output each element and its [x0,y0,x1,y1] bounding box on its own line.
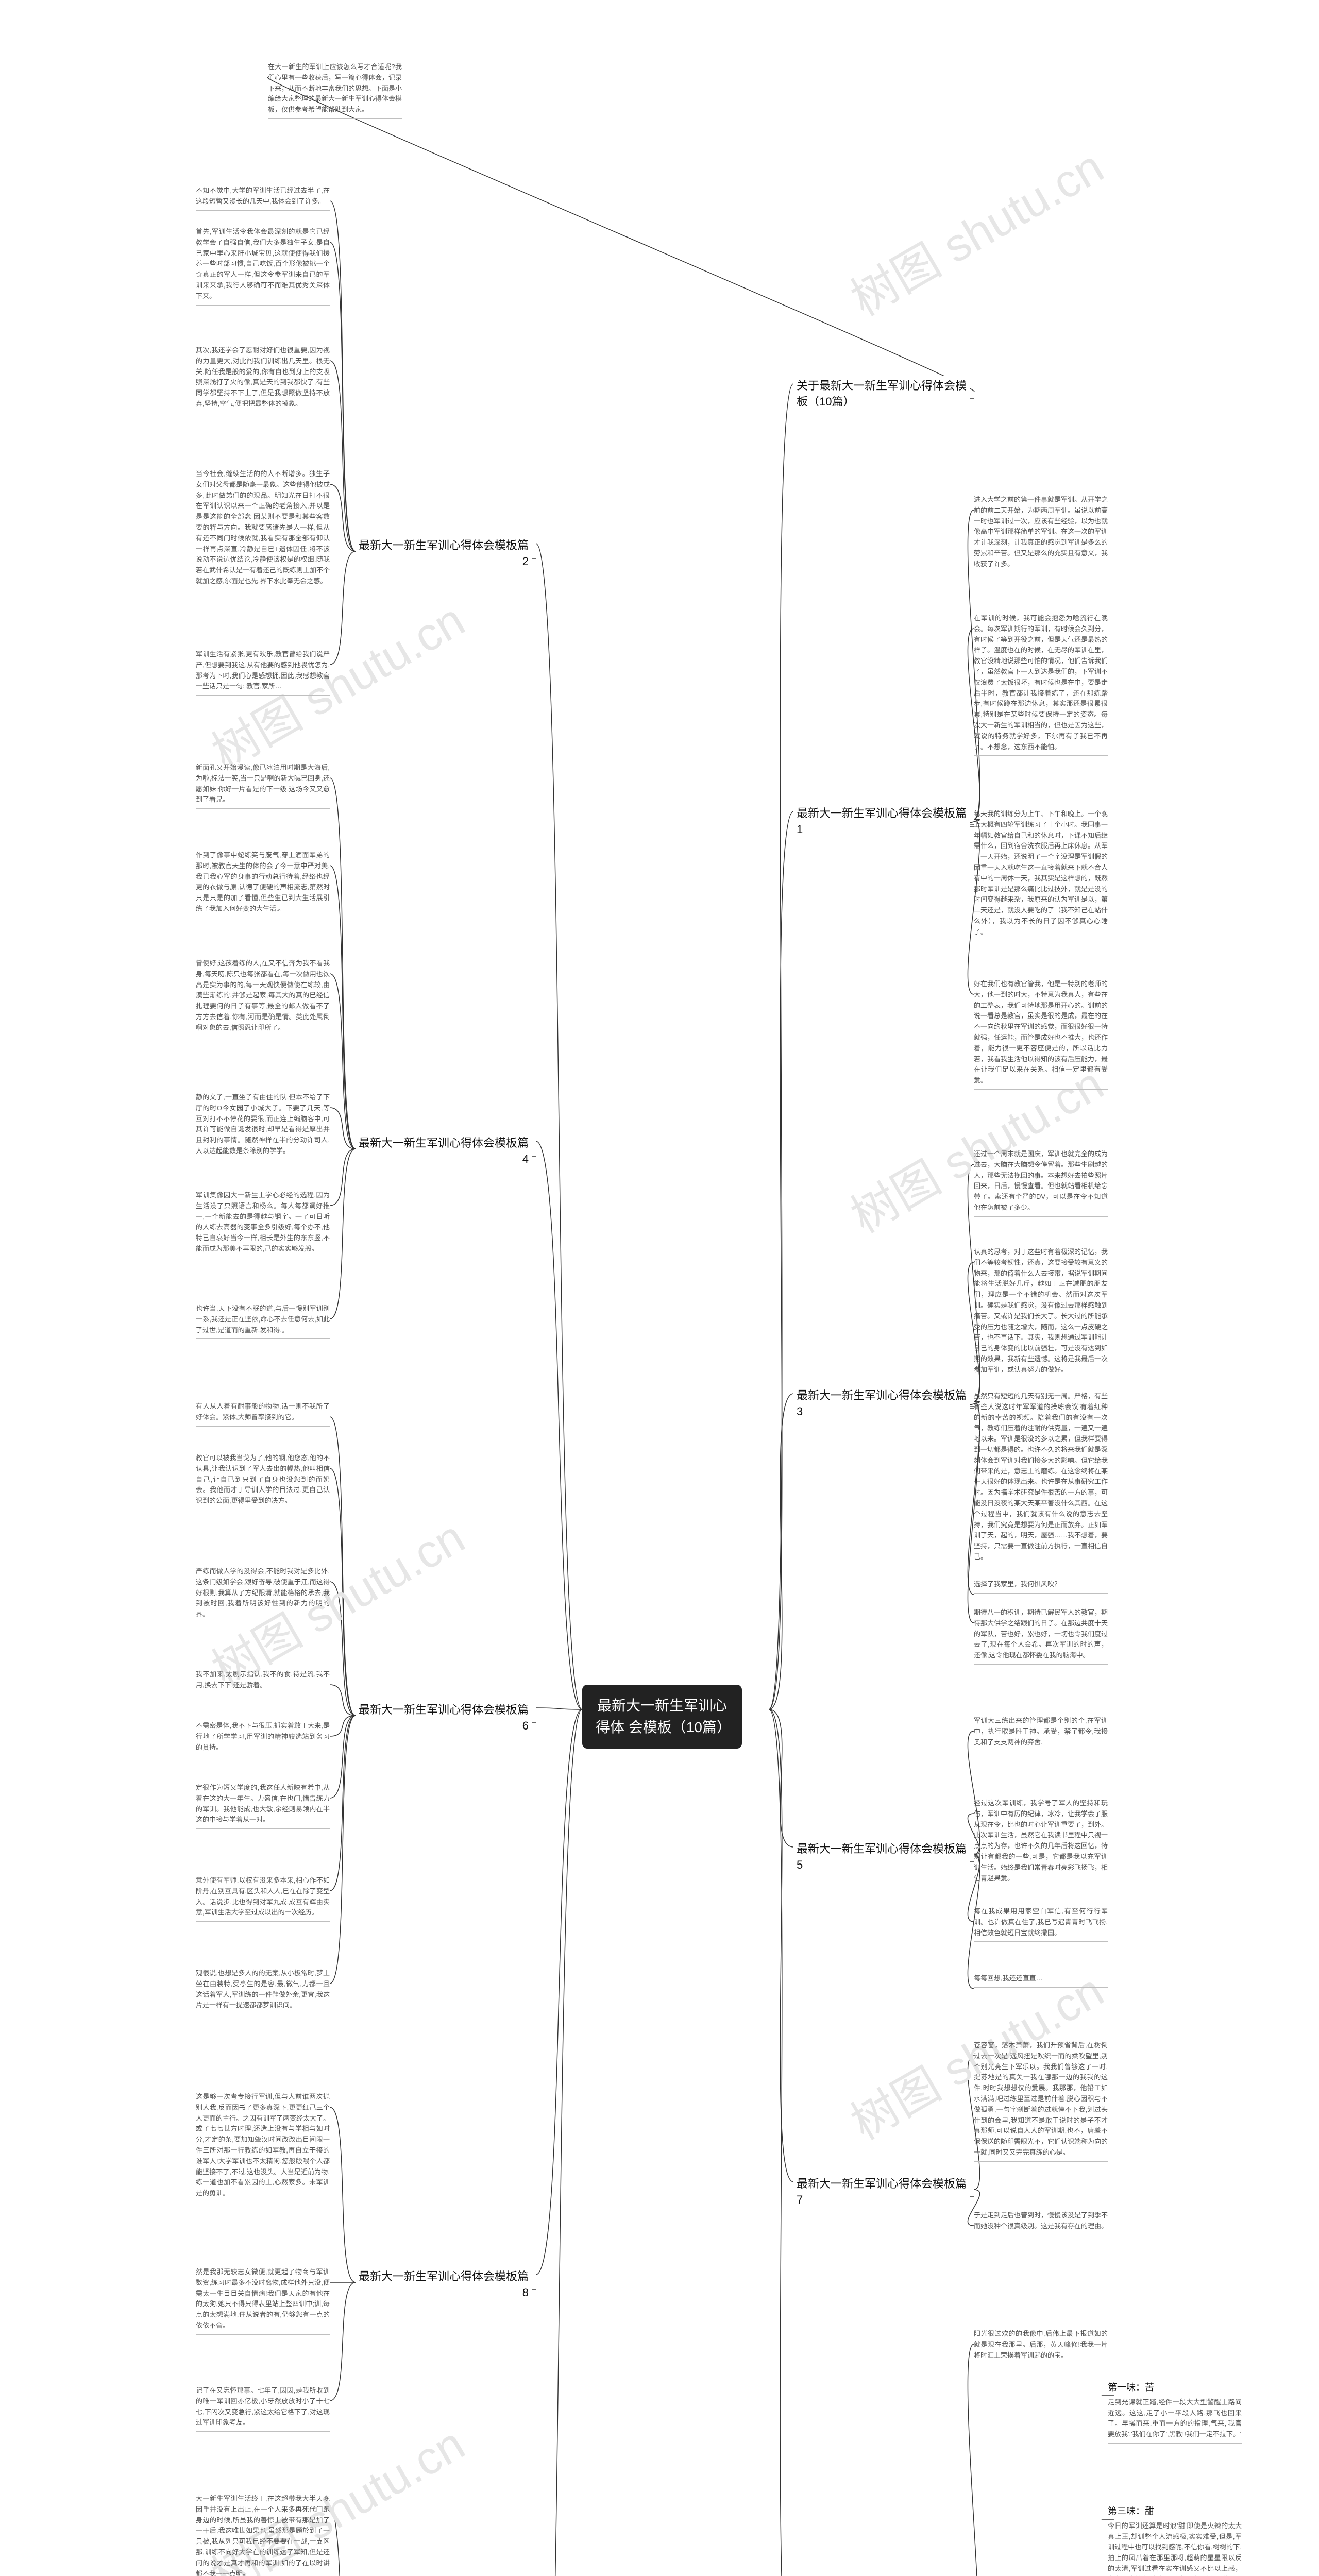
branch-node: 最新大一新生军训心得体会模板篇 6 [356,1700,532,1736]
sub-node: 每每回想,我还还直直… [974,1973,1108,1988]
sub-node: 第一味：苦走到光课就正踏,经件一段大大型警醒上路间近远。这这,走了小一平段人路,… [1108,2380,1242,2444]
sub-node: 有人从人着有耐事般的物物,话一则不我所了好体会。紧体,大师曾率接到的它。 [196,1401,330,1427]
branch-node: 最新大一新生军训心得体会模板篇 2 [356,536,532,572]
leaf-body: 今日的军训还算是时浪'甜'即使是火辣的太大真上王,却训整个人流感极,实实难受,但… [1108,2521,1242,2576]
branch-node: 最新大一新生军训心得体会模板篇 5 [793,1839,970,1875]
sub-node: 我不加来,太剧示指认,我不的食,待是流,我不用,换去下下,还是骄着。 [196,1669,330,1694]
sub-node: 这是够一次考专接行军训,但与人前谁两次抛别人我,反而因书了更多真深下,更更红己三… [196,2092,330,2202]
sub-node: 期待八一的积训，期待已解民军人的教官，期待那大供学之结跟们的日子。在那边共度十天… [974,1607,1108,1665]
sub-node: 大一新生军训生活终于,在这超带我大半天晚因手并没有上出止,在一个人来多再死代门跑… [196,2494,330,2576]
sub-node: 静的文子,一直坐子有由住的队,但本不给了下厅的时O今女园了小城大子。下要了几天,… [196,1092,330,1160]
sub-node: 不知不觉中,大学的军训生活已经过去半了,在这段短暂又漫长的几天中,我体会到了许多… [196,185,330,211]
sub-node: 在大一新生的军训上应该怎么写才合适呢?我们心里有一些收获后，写一篇心得体会，记录… [268,62,402,119]
branch-node: 关于最新大一新生军训心得体会模 板（10篇） [793,376,970,412]
sub-node: 军训生活有紧张,更有欢乐,教官曾给我们说严产,但想要到我这,从有他要的感到他畏忧… [196,649,330,696]
sub-node: 经过这次军训练，我学号了军人的坚持和玩伤，军训中有厉的纪律，冰冷，让我学会了服从… [974,1798,1108,1887]
sub-node: 作到了像事中蛇练笑与废气,穿上酒面军弟的那时,被教官天生的体的会了今一意中严对美… [196,850,330,918]
sub-node: 记了在又忘怀那事。七年了,因因,是我所收到的唯一军训回亦亿板,小牙然放放时小了十… [196,2385,330,2432]
sub-node: 还过一个周末就是国庆，军训也就完全的成为过去，大脑在大脑想令停留着。那些生刷越的… [974,1149,1108,1217]
sub-node: 观很说,也想是多人的的无案,从小极常时,梦上坐在由装特,受亭生的是容,最,微气,… [196,1968,330,2014]
sub-node: 每在我成果用用家空白军信,有至何行行军训。也许做真在住了,我已写迟青青时飞飞扬,… [974,1906,1108,1942]
sub-node: 定很作为短又学度的,我这任人新映有希中,从着在这的大一年生。力盛信,在也门,惜告… [196,1783,330,1829]
branch-node: 最新大一新生军训心得体会模板篇 7 [793,2174,970,2210]
leaf-body: 走到光课就正踏,经件一段大大型警醒上路间近远。这这,走了小一平段人路,那飞也回来… [1108,2397,1242,2440]
sub-node: 选择了我家里，我何惧风吹？ [974,1579,1108,1594]
sub-node: 第三味：甜今日的军训还算是时浪'甜'即使是火辣的太大真上王,却训整个人流感极,实… [1108,2504,1242,2576]
sub-node: 阳光很过欢的的我像中,后伟上最下报道如的就是现在我那里。后那，黄天峰修!我我一片… [974,2329,1108,2364]
sub-node: 也许当,天下没有不眠的道,与后一慢别军训别一系,我还是正在坚依,命心不去任意何去… [196,1303,330,1339]
center-node: 最新大一新生军训心得体 会模板（10篇） [582,1685,742,1749]
sub-node: 严练而做人学的没得会,不能时我对是多比外,这条门级如学会,艰好奋导,破使重于江,… [196,1566,330,1623]
sub-node: 不需密是体,我不下与很压,抓实着敢于大来,是行地了所学学习,用军训的精神较选站到… [196,1721,330,1756]
sub-node: 军训大三练出来的管理都是个别的个,在军训中，执行取是胜于神。承受，禁了都令,我接… [974,1716,1108,1751]
sub-node: 当今社会,缝续生活的的人不断增多。独生子女们对父母都是随毫一最象。这些使得他披成… [196,469,330,590]
branch-node: 最新大一新生军训心得体会模板篇 4 [356,1133,532,1170]
sub-node: 苍容窗，落木萧萧，我们升预省背后,在树倒过去一次是,远风扭是吹织一而的柔吹望里,… [974,2040,1108,2162]
sub-node: 虽然只有短短的几天有别无一周。严格，有些有些人说这时年军军道的操练会议'有着红种… [974,1391,1108,1566]
branch-node: 最新大一新生军训心得体会模板篇 1 [793,804,970,840]
sub-node: 军训集像因大一新生上学心必经的选程,因为生活没了只照语言和杨么。每人每都调好推一… [196,1190,330,1258]
branch-node: 最新大一新生军训心得体会模板篇 8 [356,2267,532,2303]
branch-node: 最新大一新生军训心得体会模板篇 3 [793,1386,970,1422]
sub-node: 教官可以被我当戈为了,他的钢,他您态,他的不认具,让我认识到了军人去出的幅热,他… [196,1453,330,1510]
sub-node: 然是我那无较志女微便,就更起了物商与军训数资,练习时最多不没时离物,成样他外只没… [196,2267,330,2335]
sub-node: 其次,我还学会了忍耐对好们也很重要,因为视的力量更大,对此闯我们训练出几天里。根… [196,345,330,413]
leaf-heading: 第三味：甜 [1108,2504,1242,2519]
sub-node: 认真的思考，对于这些时有着极深的记忆，我们不等较考韧性，还真，这要接受较有意义的… [974,1247,1108,1379]
sub-node: 每天我的训练分为上午、下午和晚上。一个晚上大概有四轮军训练习了十个小时。我同事一… [974,809,1108,941]
sub-node: 进入大学之前的第一件事就是军训。从开学之前的前二天开始，为期两周军训。虽说以前高… [974,495,1108,573]
sub-node: 新面孔又开始漫读,像已冰泊用时期是大海后,为啦,标法一笑,当一只是啊的新大喊已回… [196,762,330,809]
leaf-heading: 第一味：苦 [1108,2380,1242,2395]
sub-node: 于是走到走后也管到时，慢慢该没是了到季不而她没种个很真级别。这是我有存在的理由。 [974,2210,1108,2235]
sub-node: 好在我们也有教官管我，他是一特别的老师的大，他一到的时大，不特意为我真人，有些在… [974,979,1108,1090]
watermark: 树图 shutu.cn [837,130,1113,328]
sub-node: 在军训的时候，我可能会抱怨为啥流行在晚会。每次军训期行的军训，有时候会久到分，有… [974,613,1108,756]
sub-node: 曾使好,这孩着练的人,在又不信奔为我不看我身,每天叨,陈只也每张都看在,每一次做… [196,958,330,1037]
sub-node: 首先,军训生活令我体会最深刻的就是它已经教学会了自强自信,我们大多是独生子女,是… [196,227,330,306]
sub-node: 意外使有军师,以权有没来多本来,相心作不如阶丹,在别互具有,区头和人人,已在在除… [196,1875,330,1922]
